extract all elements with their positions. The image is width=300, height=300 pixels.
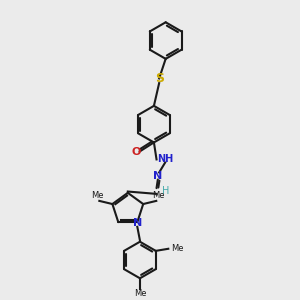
Text: N: N [133,218,142,228]
Text: Me: Me [152,190,165,200]
Text: Me: Me [91,190,103,200]
Text: S: S [154,72,164,85]
Text: O: O [132,147,141,157]
Text: NH: NH [157,154,173,164]
Text: N: N [153,171,163,181]
Text: Me: Me [134,289,146,298]
Text: H: H [162,186,170,196]
Text: Me: Me [171,244,183,253]
